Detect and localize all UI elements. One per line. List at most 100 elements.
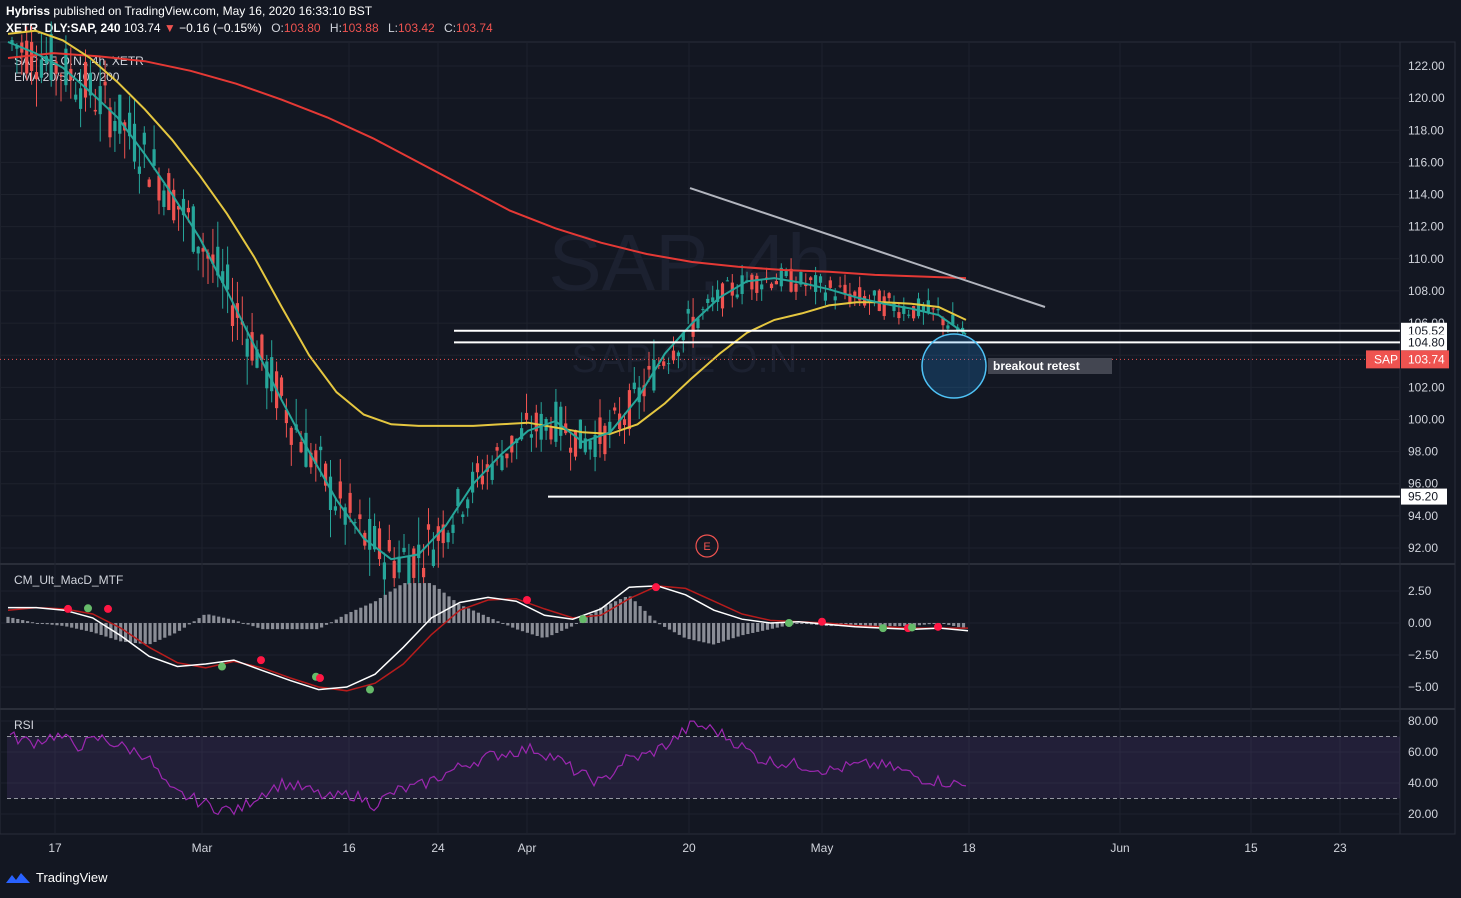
histogram-bar [50,623,54,625]
histogram-bar [687,623,691,640]
candle-body [172,189,176,221]
author-name[interactable]: Hybriss [6,4,51,18]
macd-tick-label: −5.00 [1408,680,1439,694]
macd-cross-dot [934,622,942,631]
candle-body [186,207,190,213]
candle-body [328,476,333,511]
candle-body [779,267,783,287]
macd-line [8,585,969,691]
candle-body [431,549,435,566]
candle-body [348,492,352,513]
candle-body [226,264,230,290]
y-tick-label: 94.00 [1408,509,1438,523]
candle-body [93,109,97,112]
candle-body [696,318,700,329]
ema200-line [7,52,967,280]
histogram-bar [658,623,662,625]
high-label: H: [329,21,342,35]
histogram-bar [275,623,280,630]
tradingview-logo[interactable]: TradingView [6,870,108,885]
current-price-label: 103.74 [1408,352,1445,366]
histogram-bar [883,623,887,627]
histogram-bar [545,623,549,638]
candle-body [10,40,14,45]
histogram-bar [780,623,784,627]
histogram-bar [104,623,108,637]
histogram-bar [236,621,240,623]
histogram-bar [173,623,177,634]
histogram-bar [467,608,471,623]
macd-histogram [6,583,966,645]
histogram-bar [364,605,368,623]
y-tick-label: 92.00 [1408,541,1438,555]
close-value: 103.74 [456,21,493,35]
rsi-title: RSI [14,718,34,732]
y-tick-label: 120.00 [1408,91,1445,105]
candle-body [691,316,695,337]
histogram-bar [231,619,235,623]
current-price-tag [1401,350,1449,369]
candle-body [319,446,323,451]
candle-body [402,547,406,553]
histogram-bar [952,623,956,627]
candle-body [387,540,391,552]
histogram-bar [805,623,809,624]
histogram-bar [795,623,799,624]
low-value: 103.42 [397,21,435,35]
candle-body [230,305,235,326]
candle-body [902,306,906,314]
candle-body [838,285,842,287]
histogram-bar [447,596,451,623]
candle-body [147,179,151,187]
histogram-bar [246,623,250,625]
histogram-bar [560,623,564,631]
histogram-bar [79,623,84,630]
histogram-bar [349,611,353,623]
candle-body [882,296,886,317]
candle-body [34,72,39,80]
candle-body [681,332,685,341]
histogram-bar [775,623,779,628]
x-tick-label: 18 [962,841,976,855]
histogram-bar [746,623,750,635]
candle-body [221,271,225,283]
candle-body [25,40,29,74]
candle-body [358,514,362,520]
x-tick-label: 23 [1333,841,1347,855]
macd-cross-dot [218,662,226,671]
histogram-bar [393,588,397,623]
open-label: O: [271,21,284,35]
candle-body [382,562,386,580]
histogram-bar [672,623,676,633]
macd-cross-dot [785,619,793,627]
candle-body [211,254,215,264]
candle-body [853,291,857,296]
candle-body [941,317,945,326]
candle-body [54,61,58,74]
y-tick-label: 110.00 [1408,252,1444,266]
x-tick-label: 16 [342,841,356,855]
candle-body [407,556,411,585]
candle-body [877,290,881,311]
candle-body [716,289,720,302]
macd-cross-dot [316,674,324,683]
histogram-bar [212,615,216,623]
symbol-tag-label: SAP [1374,352,1398,366]
histogram-bar [677,623,681,635]
ema50-line [7,29,967,435]
histogram-bar [628,596,632,623]
y-tick-label: 108.00 [1408,284,1445,298]
candle-body [632,382,636,390]
candle-body [794,283,798,292]
histogram-bar [761,623,765,631]
histogram-bar [143,623,147,645]
macd-tick-label: −2.50 [1408,648,1439,662]
histogram-bar [182,623,186,628]
histogram-bar [623,596,627,623]
histogram-bar [614,601,618,623]
candle-body [324,463,328,486]
histogram-bar [266,623,270,630]
histogram-bar [187,623,191,625]
histogram-bar [692,623,696,641]
